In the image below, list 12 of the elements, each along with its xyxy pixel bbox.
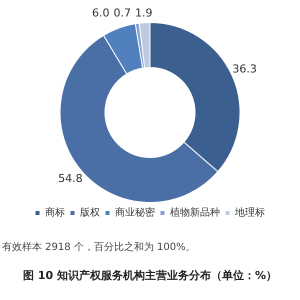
legend-label: 版权 — [80, 206, 100, 219]
data-label: 0.7 — [114, 6, 132, 20]
text: 图 10 知识产权服务机构主营业务分布（单位：%） — [22, 268, 278, 283]
data-label: 54.8 — [58, 172, 83, 186]
legend-label: 地理标 — [234, 206, 265, 219]
text: 有效样本 2918 个，百分比之和为 100%。 — [2, 240, 196, 254]
legend-label: 植物新品种 — [170, 206, 220, 219]
data-label: 36.3 — [232, 62, 257, 76]
data-label: 6.0 — [92, 6, 110, 20]
data-label: 1.9 — [135, 6, 153, 20]
legend-label: 商业秘密 — [115, 206, 155, 219]
legend-label: 商标 — [45, 206, 65, 219]
